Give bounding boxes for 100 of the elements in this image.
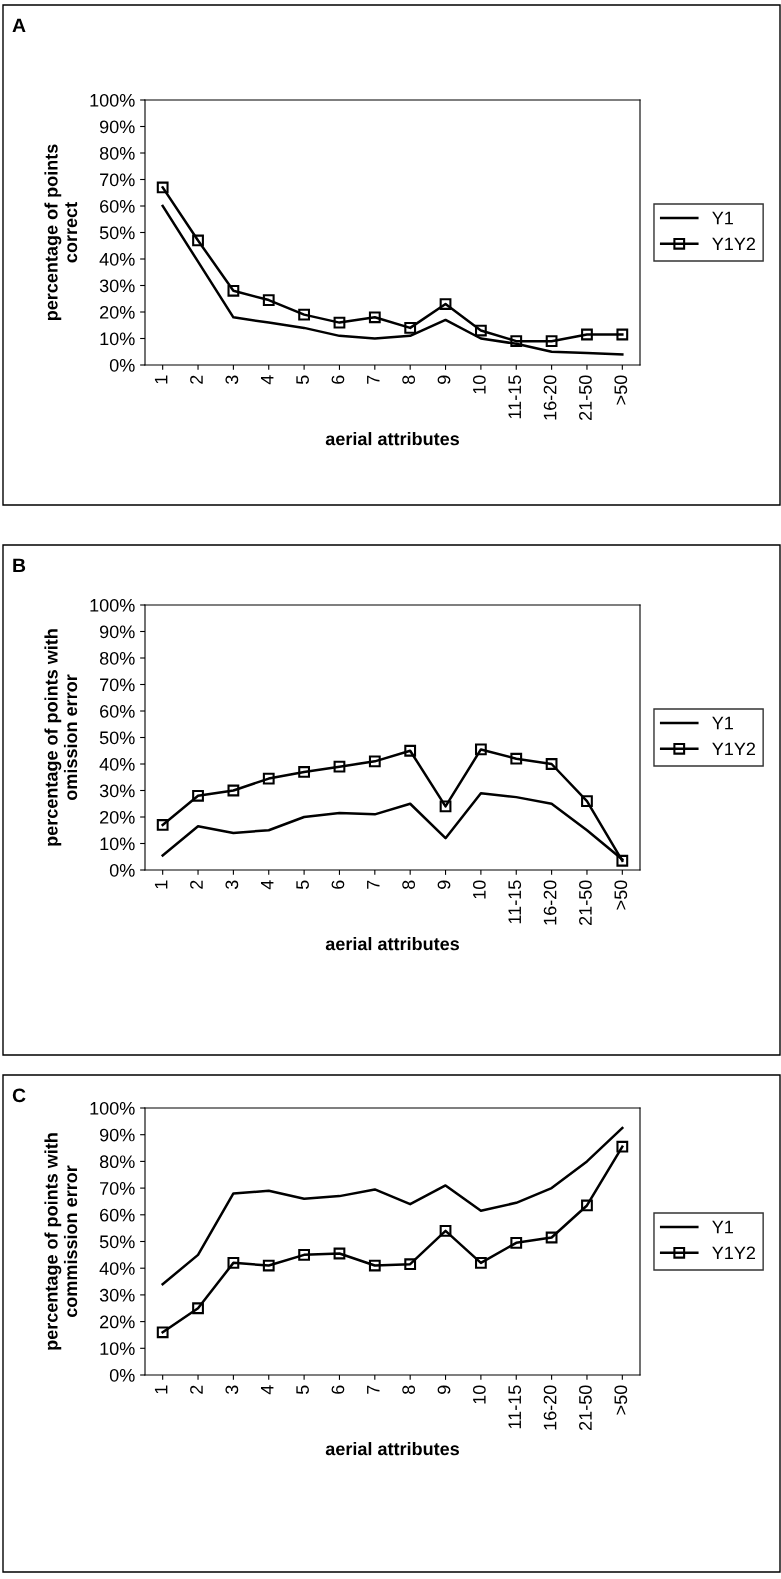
point — [192, 1302, 204, 1315]
x-tick-label: 7 — [367, 880, 380, 889]
legend-label: Y1 — [712, 716, 733, 730]
y-tick-label: 70% — [100, 1182, 135, 1195]
y-tick-label: 0% — [109, 863, 135, 877]
x-tick-label: 4 — [261, 1385, 274, 1395]
x-tick-label: 7 — [367, 375, 380, 384]
point — [333, 316, 346, 329]
x-tick-label: 11-15 — [508, 880, 522, 924]
point — [227, 284, 240, 297]
point — [227, 784, 240, 797]
legend-label: Y1Y2 — [712, 742, 756, 756]
point — [510, 1236, 523, 1249]
x-tick-label: 21-50 — [579, 880, 592, 925]
x-tick-label: 21-50 — [579, 1385, 592, 1430]
point — [298, 1248, 311, 1261]
legend-label: Y1 — [712, 1220, 733, 1234]
point — [616, 854, 629, 867]
x-tick-label: 21-50 — [579, 375, 592, 420]
y-tick-label: 20% — [100, 1315, 135, 1329]
point — [192, 789, 204, 802]
x-tick-label: 2 — [190, 375, 203, 384]
point — [439, 800, 452, 813]
y-tick-label: 50% — [99, 731, 135, 745]
y-tick-label: 60% — [100, 1208, 135, 1222]
point — [156, 181, 169, 194]
x-tick-label: 9 — [437, 375, 451, 384]
point — [156, 1326, 169, 1339]
x-tick-label: 1 — [154, 880, 168, 889]
y-tick-label: 80% — [99, 1155, 135, 1169]
y-tick-label: 90% — [99, 625, 135, 639]
x-tick-label: 1 — [154, 375, 168, 384]
point — [298, 308, 311, 321]
x-axis-title: aerial attributes — [325, 432, 459, 446]
x-tick-label: 5 — [296, 375, 309, 385]
x-tick-label: 11-15 — [508, 375, 522, 419]
point — [581, 328, 593, 341]
point — [616, 328, 629, 341]
x-tick-label: 7 — [367, 1385, 380, 1394]
y-axis-title: percentage of points with commission error — [44, 1133, 78, 1350]
x-tick-label: 2 — [190, 880, 203, 889]
point — [474, 1256, 487, 1269]
y-tick-label: 20% — [100, 810, 135, 824]
x-tick-label: >50 — [614, 880, 628, 910]
point — [298, 766, 311, 778]
y-tick-label: 10% — [100, 1342, 135, 1356]
x-tick-label: 16-20 — [543, 880, 557, 925]
y-tick-label: 50% — [99, 1235, 135, 1249]
x-tick-label: 3 — [225, 375, 239, 385]
x-tick-label: >50 — [614, 1385, 628, 1415]
x-tick-label: 10 — [472, 375, 486, 394]
x-axis-title: aerial attributes — [325, 1442, 459, 1456]
y-tick-label: 70% — [100, 678, 135, 692]
y-tick-label: 90% — [99, 120, 135, 134]
point — [368, 755, 381, 768]
point — [439, 1224, 452, 1237]
x-tick-label: 11-15 — [508, 1385, 522, 1429]
y-tick-label: 60% — [100, 199, 135, 213]
y-tick-label: 10% — [100, 837, 135, 851]
chart-title: A — [12, 18, 26, 33]
x-tick-label: 5 — [296, 880, 309, 890]
point — [474, 743, 487, 756]
point — [404, 322, 417, 334]
x-tick-label: 4 — [261, 375, 274, 385]
point — [368, 311, 381, 324]
x-tick-label: 3 — [225, 880, 239, 890]
x-tick-label: 8 — [402, 375, 416, 384]
point — [581, 1199, 593, 1212]
y-tick-label: 30% — [99, 784, 135, 798]
chart-title: B — [13, 558, 26, 573]
x-tick-label: 9 — [437, 1385, 451, 1394]
x-tick-label: 1 — [154, 1385, 168, 1394]
chart-title: C — [12, 1088, 26, 1103]
y-tick-label: 100% — [90, 1101, 135, 1115]
x-tick-label: >50 — [614, 375, 628, 405]
y-tick-label: 60% — [100, 704, 135, 718]
legend-label: Y1Y2 — [712, 1246, 756, 1260]
point — [545, 1231, 558, 1244]
y-tick-label: 10% — [100, 332, 135, 346]
x-tick-label: 16-20 — [543, 1385, 557, 1430]
x-tick-label: 8 — [402, 1385, 416, 1394]
point — [404, 744, 417, 757]
x-tick-label: 8 — [402, 880, 416, 889]
point — [510, 335, 523, 348]
y-axis-title: percentage of points correct — [44, 144, 78, 321]
point — [439, 298, 452, 310]
x-axis-title: aerial attributes — [325, 937, 459, 951]
y-axis-title: percentage of points with omission error — [44, 629, 78, 846]
y-tick-label: 0% — [109, 1368, 135, 1382]
y-tick-label: 100% — [90, 93, 135, 107]
x-tick-label: 6 — [331, 880, 345, 889]
x-tick-label: 4 — [261, 880, 274, 890]
x-tick-label: 9 — [437, 880, 451, 889]
point — [545, 335, 558, 348]
point — [581, 795, 593, 807]
point — [510, 752, 523, 765]
y-tick-label: 0% — [109, 358, 135, 372]
point — [156, 819, 169, 831]
point — [262, 294, 275, 306]
point — [474, 324, 487, 337]
